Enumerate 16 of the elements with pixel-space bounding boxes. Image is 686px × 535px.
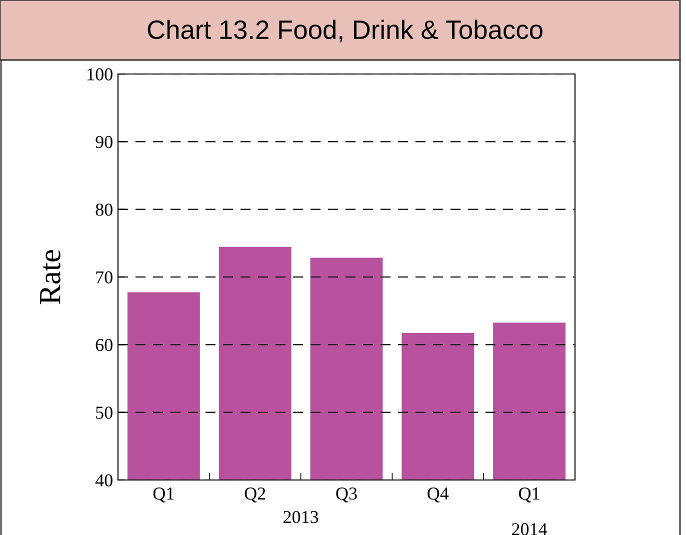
y-axis-title: Rate <box>40 250 60 304</box>
y-tick-label: 80 <box>96 204 112 216</box>
y-tick-label: 50 <box>96 406 112 419</box>
x-tick-label: Q4 <box>428 488 449 502</box>
chart-title: Chart 13.2 Food, Drink & Tobacco <box>148 20 542 42</box>
y-tick-label: 40 <box>95 474 112 486</box>
x-tick-label: Q2 <box>244 488 266 502</box>
y-tick-label: 100 <box>88 68 112 80</box>
text: 2014 <box>512 523 548 535</box>
x-tick-label: Q1 <box>153 488 174 502</box>
y-tick-label: 60 <box>96 338 112 352</box>
x-tick-label: Q3 <box>336 488 357 502</box>
y-tick-label: 70 <box>96 271 112 284</box>
text: 2013 <box>284 510 318 524</box>
x-tick-label: Q1 <box>519 488 540 502</box>
y-tick-label: 90 <box>96 136 112 148</box>
